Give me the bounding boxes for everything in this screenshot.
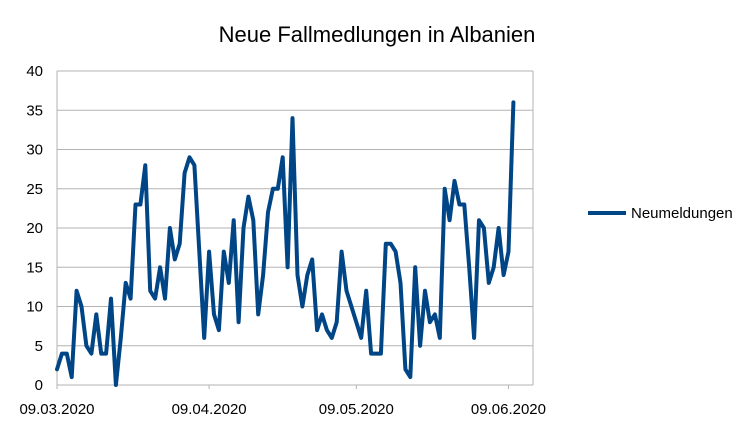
y-tick-label: 40: [26, 63, 43, 80]
series-line-neumeldungen: [55, 100, 516, 387]
axes: [56, 71, 534, 389]
y-tick-label: 5: [35, 338, 43, 355]
series-lines: [55, 100, 516, 387]
x-tick-label: 09.06.2020: [471, 401, 546, 418]
y-tick-label: 0: [35, 377, 43, 394]
y-axis-tick-labels: 0 5 10 15 20 25 30 35 40: [26, 63, 43, 394]
chart-title: Neue Fallmedlungen in Albanien: [219, 22, 536, 47]
x-axis-tick-labels: 09.03.2020 09.04.2020 09.05.2020 09.06.2020: [19, 401, 546, 418]
y-tick-label: 30: [26, 142, 43, 159]
y-tick-label: 10: [26, 299, 43, 316]
y-tick-label: 25: [26, 181, 43, 198]
x-tick-label: 09.03.2020: [19, 401, 94, 418]
x-tick-label: 09.04.2020: [172, 401, 247, 418]
legend-label-neumeldungen: Neumeldungen: [631, 205, 733, 222]
y-tick-label: 35: [26, 102, 43, 119]
legend: Neumeldungen: [588, 205, 733, 222]
y-tick-label: 20: [26, 220, 43, 237]
x-tick-label: 09.05.2020: [319, 401, 394, 418]
y-tick-label: 15: [26, 259, 43, 276]
